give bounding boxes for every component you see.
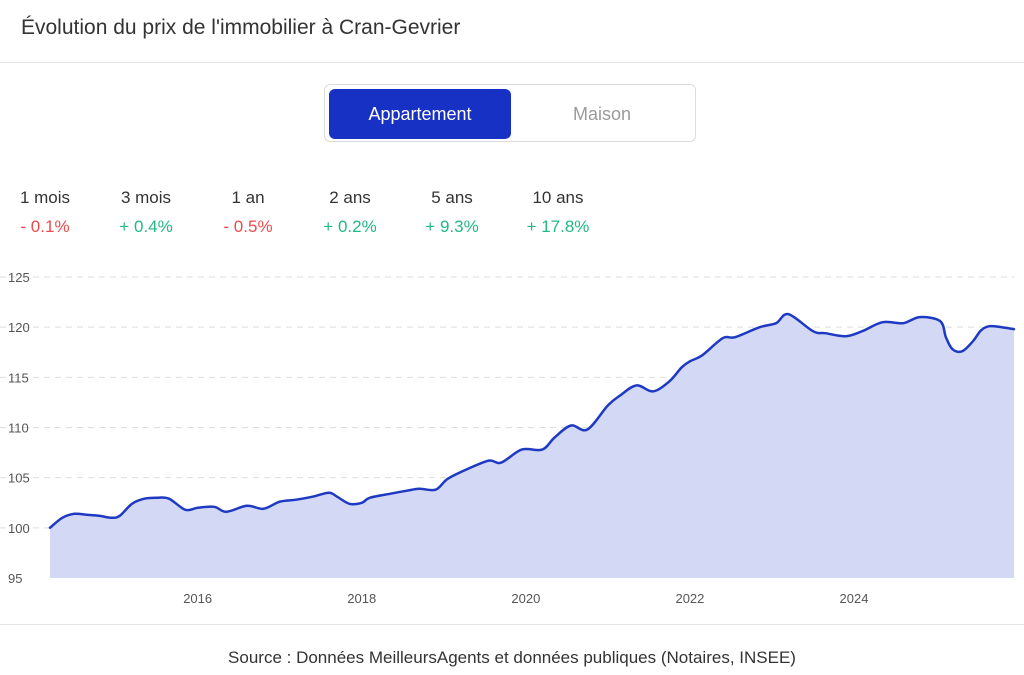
stat-value: - 0.5% (223, 217, 273, 236)
header: Évolution du prix de l'immobilier à Cran… (0, 0, 1024, 63)
stat-value: + 9.3% (425, 217, 479, 236)
appartement-button[interactable]: Appartement (329, 89, 511, 139)
x-tick-label: 2020 (511, 591, 540, 606)
stat-2-ans: 2 ans + 0.2% (300, 188, 400, 237)
x-tick-label: 2018 (347, 591, 376, 606)
stat-1-mois: 1 mois - 0.1% (0, 188, 95, 237)
y-tick-label: 100 (8, 521, 30, 536)
stat-5-ans: 5 ans + 9.3% (402, 188, 502, 237)
x-tick-label: 2016 (183, 591, 212, 606)
footer: Source : Données MeilleursAgents et donn… (0, 624, 1024, 675)
stat-label: 1 an (231, 188, 265, 207)
price-chart: 95 100 105 110 115 120 125 2016 2018 2020 2022 202… (0, 270, 1016, 606)
x-tick-label: 2024 (840, 591, 869, 606)
y-tick-label: 105 (8, 471, 30, 486)
stat-value: + 0.4% (119, 217, 173, 236)
stat-label: 2 ans (329, 188, 371, 207)
price-line (48, 312, 1016, 530)
property-type-toggle: Appartement Maison (324, 84, 696, 142)
maison-button[interactable]: Maison (511, 89, 693, 139)
y-tick-label: 115 (8, 370, 29, 385)
page-title: Évolution du prix de l'immobilier à Cran… (21, 16, 461, 39)
price-change-stats: 1 mois - 0.1% 3 mois + 0.4% 1 an - 0.5% … (0, 188, 1024, 248)
y-tick-label: 120 (8, 320, 30, 335)
stat-value: + 17.8% (526, 217, 590, 236)
y-tick-label: 95 (8, 571, 22, 586)
stat-label: 5 ans (431, 188, 473, 207)
price-area (50, 313, 1014, 578)
y-tick-label: 125 (8, 270, 30, 285)
stat-label: 1 mois (19, 188, 71, 207)
x-tick-label: 2022 (675, 591, 704, 606)
stat-1-an: 1 an - 0.5% (198, 188, 298, 237)
y-tick-label: 110 (8, 421, 29, 436)
chart-area-layer (48, 312, 1016, 578)
stat-label: 10 ans (532, 188, 584, 207)
stat-value: + 0.2% (323, 217, 377, 236)
x-axis: 2016 2018 2020 2022 2024 (183, 591, 868, 606)
stat-label: 3 mois (120, 188, 172, 207)
y-axis: 95 100 105 110 115 120 125 (8, 270, 30, 586)
stat-value: - 0.1% (20, 217, 70, 236)
stat-3-mois: 3 mois + 0.4% (96, 188, 196, 237)
stat-10-ans: 10 ans + 17.8% (508, 188, 608, 237)
source-text: Source : Données MeilleursAgents et donn… (228, 648, 796, 667)
